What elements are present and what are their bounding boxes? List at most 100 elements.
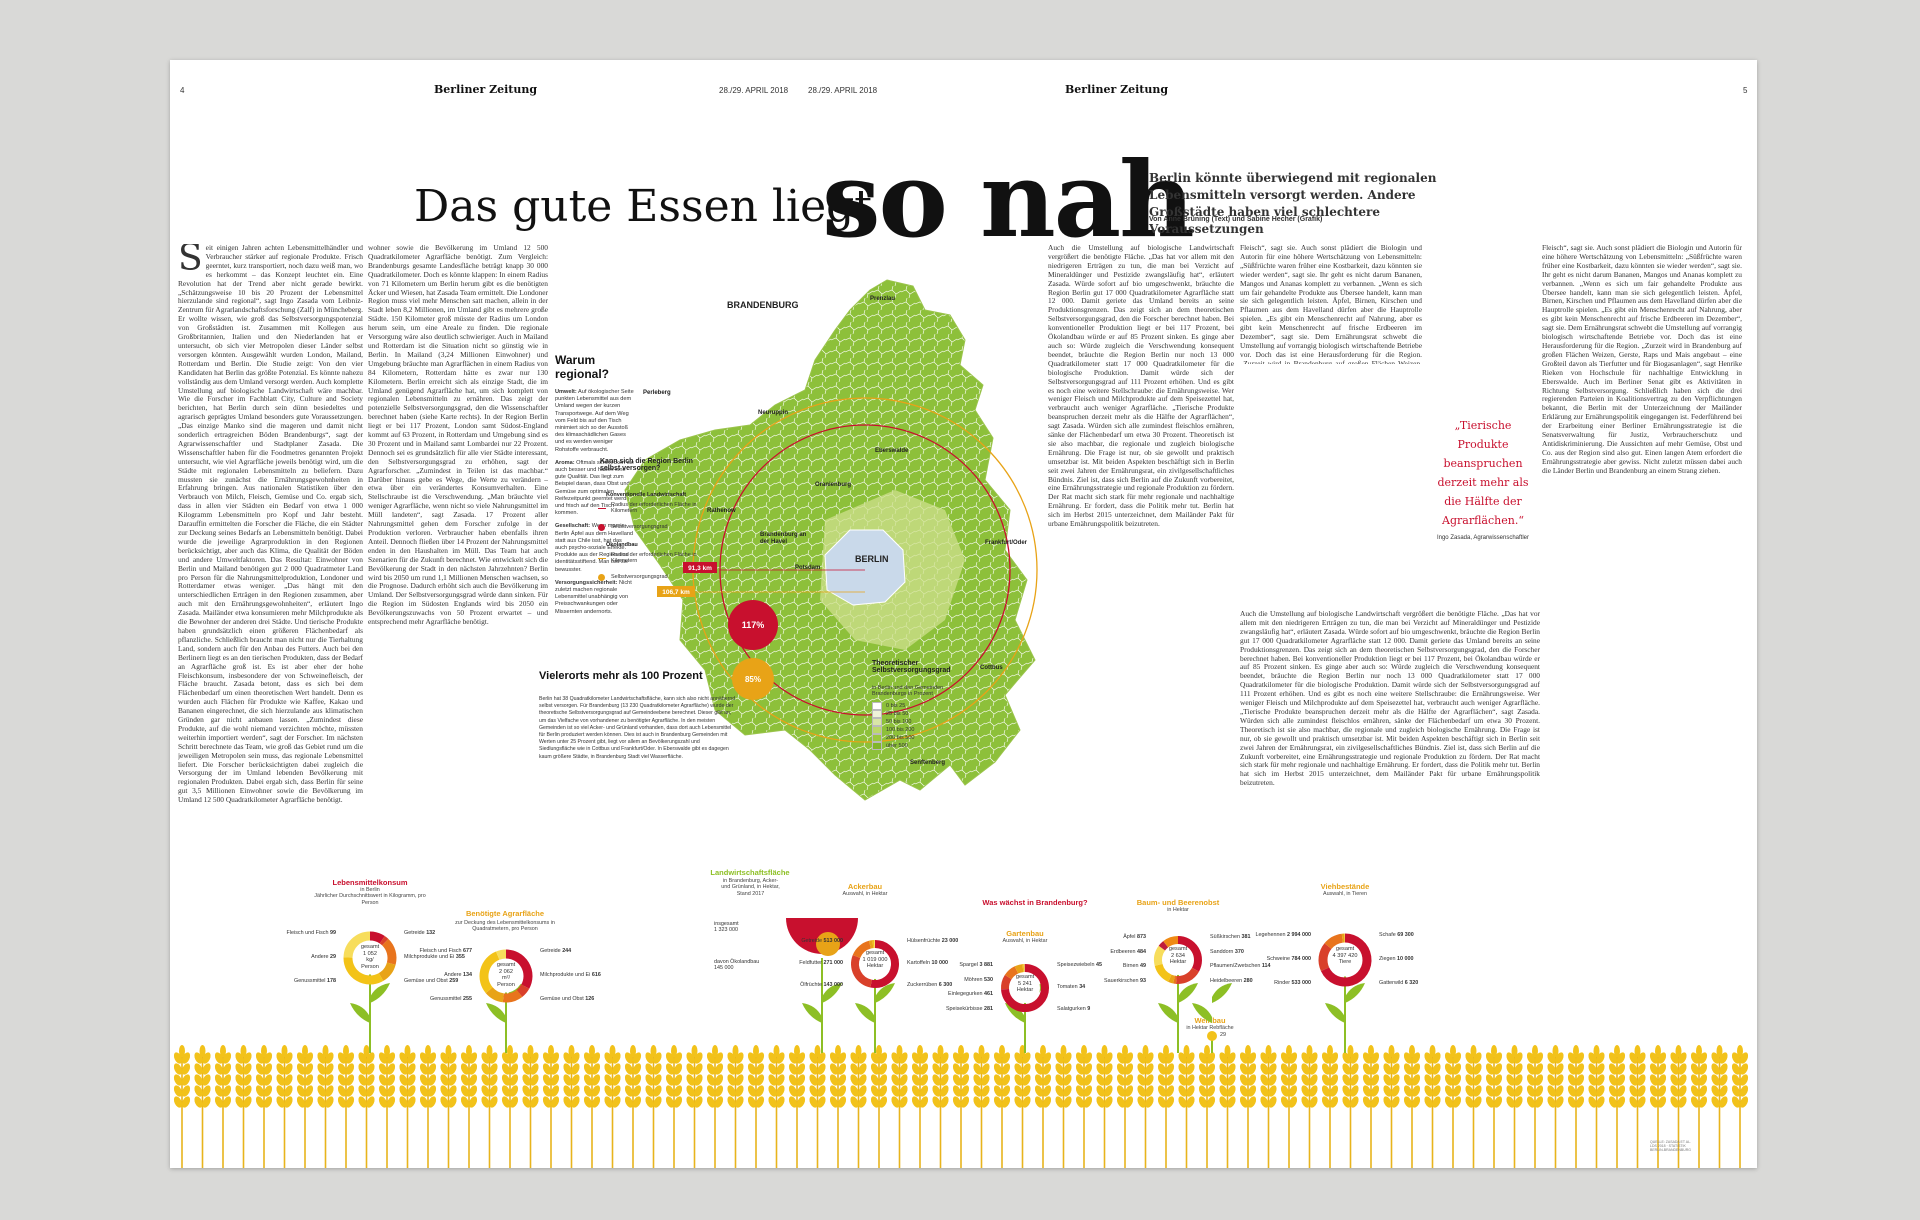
- wheat-grain: [1370, 1085, 1380, 1097]
- wheat-grain: [181, 1085, 191, 1097]
- wheat-grain: [276, 1074, 285, 1086]
- wheat-grain: [571, 1085, 580, 1097]
- wheat-grain: [1432, 1096, 1441, 1108]
- wheat-grain: [1526, 1085, 1536, 1097]
- place-cottbus: Cottbus: [980, 665, 1003, 671]
- wheat-grain: [1670, 1096, 1679, 1108]
- wheat-tip: [322, 1045, 329, 1057]
- wheat-grain: [735, 1074, 744, 1086]
- page-number-left: 4: [180, 86, 185, 95]
- wheat-grain: [1575, 1063, 1585, 1075]
- label-berlin: BERLIN: [855, 554, 889, 564]
- wheat-grain: [509, 1096, 519, 1108]
- wheat-grain: [173, 1085, 183, 1097]
- wheat-grain: [563, 1085, 572, 1097]
- wheat-grain: [440, 1074, 449, 1086]
- wheat-grain: [1637, 1074, 1646, 1086]
- article-text-3: Auch die Umstellung auf biologische Land…: [1048, 244, 1234, 529]
- donut-agrar-segment: [496, 949, 507, 960]
- chart-title-gartenbau: Gartenbau: [1006, 929, 1044, 938]
- wheat-grain: [194, 1096, 203, 1108]
- wheat-grain: [214, 1085, 224, 1097]
- wheat-grain: [1350, 1063, 1359, 1075]
- donut-gartenbau-hole: [1010, 973, 1040, 1003]
- wheat-grain: [1034, 1096, 1044, 1108]
- wheat-grain: [1055, 1074, 1064, 1086]
- wheat-grain: [612, 1063, 621, 1075]
- flower-leaf: [1345, 983, 1365, 1003]
- wheat-grain: [468, 1063, 478, 1075]
- wheat-grain: [255, 1074, 265, 1086]
- donut-konsum-segment: [343, 931, 371, 958]
- wheat-grain: [817, 1063, 826, 1075]
- wheat-grain: [1137, 1063, 1146, 1075]
- gartenbau-label: Spargel 3 881: [959, 962, 993, 968]
- wheat-grain: [993, 1063, 1003, 1075]
- wheat-grain: [1124, 1074, 1134, 1086]
- wheat-grain: [419, 1074, 429, 1086]
- wheat-grain: [542, 1063, 552, 1075]
- scale-label: 0 bis 25: [886, 703, 906, 709]
- wheat-grain: [542, 1074, 552, 1086]
- wheat-grain: [735, 1085, 744, 1097]
- wheat-grain: [489, 1096, 498, 1108]
- wheat-grain: [181, 1074, 191, 1086]
- wheat-grain: [673, 1063, 683, 1075]
- wheat-grain: [1731, 1074, 1741, 1086]
- wheat-grain: [1616, 1085, 1626, 1097]
- article-text-4b: Auch die Umstellung auf biologische Land…: [1240, 610, 1540, 788]
- wheat-tip: [917, 1045, 923, 1057]
- wheat-grain: [202, 1096, 211, 1108]
- chart-title-obst: Baum- und Beerenobst: [1136, 898, 1220, 907]
- wheat-grain: [1526, 1063, 1536, 1075]
- scale-item: 25 bis 50: [872, 710, 914, 718]
- wheat-grain: [1608, 1074, 1618, 1086]
- wheat-grain: [1206, 1074, 1216, 1086]
- wheat-tip: [609, 1045, 616, 1057]
- wheat-grain: [427, 1085, 437, 1097]
- wheat-grain: [345, 1096, 355, 1108]
- wheat-grain: [870, 1063, 880, 1075]
- wheat-grain: [612, 1074, 621, 1086]
- ackerbau-label: Zuckerrüben 6 300: [907, 982, 953, 988]
- wheat-grain: [419, 1085, 429, 1097]
- flower-leaf: [1158, 1003, 1178, 1023]
- wheat-grain: [1657, 1096, 1667, 1108]
- scale-item: 200 bis 500: [872, 734, 914, 742]
- wheat-grain: [714, 1085, 724, 1097]
- wheat-grain: [1186, 1085, 1195, 1097]
- donut-agrar-segment: [502, 989, 523, 1003]
- wheat-grain: [1206, 1085, 1216, 1097]
- wheat-tip: [1573, 1045, 1579, 1057]
- wheat-grain: [1055, 1063, 1064, 1075]
- wheat-grain: [973, 1063, 982, 1075]
- scale-label: über 500: [886, 743, 908, 749]
- wheat-tip: [855, 1045, 862, 1057]
- wheat-grain: [214, 1063, 224, 1075]
- date-left: 28./29. APRIL 2018: [719, 86, 789, 95]
- wheat-grain: [563, 1074, 572, 1086]
- wheat-grain: [1075, 1085, 1085, 1097]
- wheat-grain: [276, 1096, 285, 1108]
- wheat-grain: [386, 1063, 396, 1075]
- wheat-grain: [829, 1063, 839, 1075]
- article-column-4-top: Fleisch“, sagt sie. Auch sonst plädiert …: [1240, 244, 1422, 364]
- wheat-grain: [993, 1085, 1003, 1097]
- wheat-tip: [240, 1045, 247, 1057]
- wheat-tip: [384, 1045, 390, 1057]
- donut-vieh-center: gesamt 4 397 420 Tiere: [1332, 946, 1358, 966]
- flower-leaf: [1212, 983, 1232, 1003]
- wheat-grain: [1444, 1096, 1454, 1108]
- brandenburg-map: 91,3 km 106,7 km: [624, 279, 1038, 801]
- wheat-grain: [1506, 1063, 1515, 1075]
- wheat-grain: [1608, 1063, 1618, 1075]
- wheat-grain: [317, 1063, 326, 1075]
- wheat-grain: [1432, 1085, 1441, 1097]
- wheat-grain: [1329, 1096, 1339, 1108]
- obst-label: Sanddorn 370: [1210, 948, 1244, 955]
- wheat-grain: [501, 1085, 511, 1097]
- legend-eco-title: Ökolandbau: [606, 542, 638, 548]
- donut-agrar-segment: [516, 984, 530, 997]
- wheat-grain: [542, 1085, 552, 1097]
- donut-obst-segment: [1163, 936, 1179, 948]
